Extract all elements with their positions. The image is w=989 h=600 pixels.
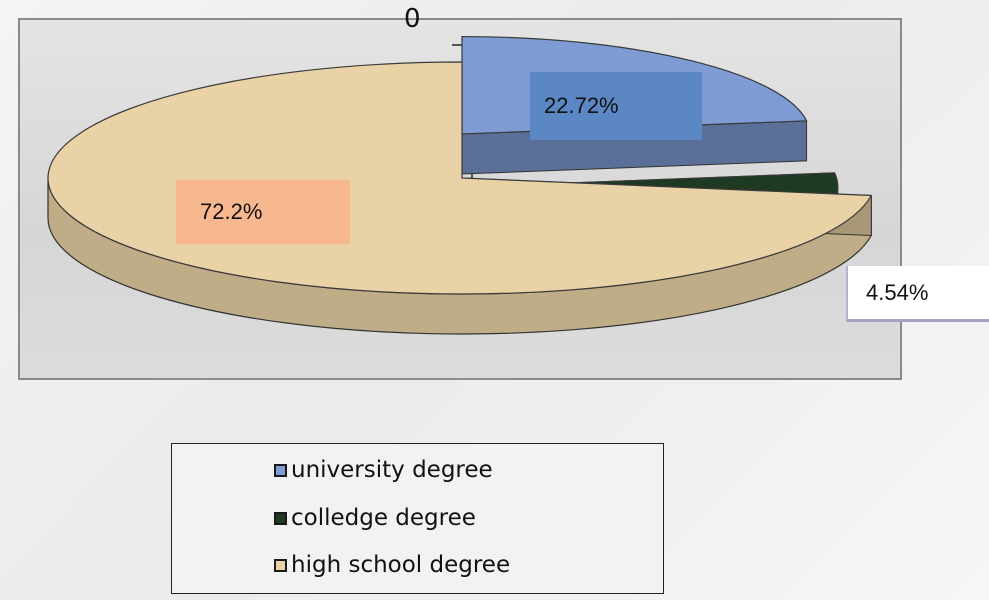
data-label-college: 4.54% — [846, 266, 989, 322]
plot-area — [18, 18, 902, 380]
data-label-high-school: 72.2% — [176, 180, 350, 244]
legend-label-college: colledge degree — [291, 505, 476, 531]
legend-item-college: colledge degree — [274, 503, 476, 533]
legend-item-high-school: high school degree — [274, 550, 510, 580]
legend-swatch-college — [274, 511, 287, 525]
pie-chart — [47, 35, 873, 335]
data-label-university: 22.72% — [530, 72, 702, 140]
legend-label-university: university degree — [291, 457, 493, 483]
legend-item-university: university degree — [274, 455, 493, 485]
legend: university degree colledge degree high s… — [171, 443, 664, 594]
legend-swatch-high-school — [274, 558, 287, 572]
zero-value-label: 0 — [404, 4, 421, 34]
legend-swatch-university — [274, 463, 287, 477]
legend-label-high-school: high school degree — [291, 552, 511, 578]
